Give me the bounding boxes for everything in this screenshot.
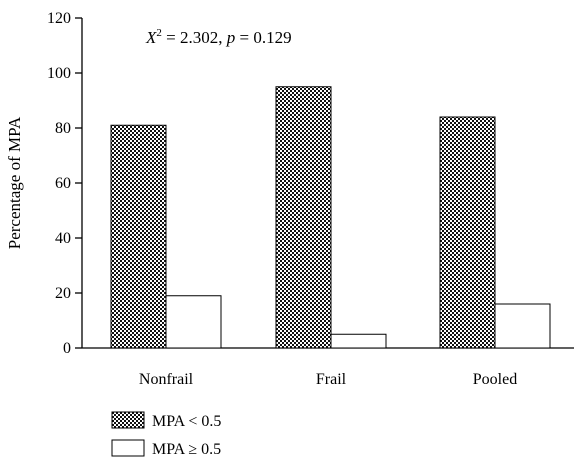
legend-item-mpa-ge-0.5: MPA ≥ 0.5 (111, 439, 221, 458)
y-tick-label: 20 (55, 285, 71, 302)
stat-annotation: X2 = 2.302, p = 0.129 (145, 27, 292, 47)
bar-pooled-series-2 (494, 303, 551, 349)
y-tick-label: 60 (55, 175, 71, 192)
y-axis-title: Percentage of MPA (5, 116, 24, 249)
x-tick-labels: Nonfrail Frail Pooled (139, 371, 517, 388)
y-tick-label: 80 (55, 120, 71, 137)
legend-label: MPA < 0.5 (152, 413, 221, 430)
y-tick-label: 40 (55, 230, 71, 247)
legend-swatch-white (111, 439, 145, 457)
legend-item-mpa-lt-0.5: MPA < 0.5 (111, 411, 221, 430)
x-tick-label: Pooled (473, 371, 517, 388)
legend-swatch-checkered (111, 411, 145, 429)
annotation-p-value: = 0.129 (235, 28, 291, 47)
y-tick-label: 120 (47, 10, 71, 27)
legend: MPA < 0.5 MPA ≥ 0.5 (111, 411, 221, 458)
annotation-stat: = 2.302, (162, 28, 227, 47)
legend-label: MPA ≥ 0.5 (152, 441, 221, 458)
bar-nonfrail-series-1 (110, 124, 167, 349)
y-tick-label: 0 (63, 340, 71, 357)
annotation-var: X (145, 28, 157, 47)
annotation-p-var: p (226, 28, 236, 47)
y-ticks: 0 20 40 60 80 100 120 (47, 10, 82, 357)
bars (110, 86, 551, 349)
bar-frail-series-2 (330, 333, 387, 349)
annotation-superscript: 2 (156, 27, 162, 39)
y-tick-label: 100 (47, 65, 71, 82)
bar-pooled-series-1 (439, 116, 496, 349)
bar-nonfrail-series-2 (165, 295, 222, 349)
bar-frail-series-1 (275, 86, 332, 349)
x-tick-label: Frail (316, 371, 347, 388)
x-tick-label: Nonfrail (139, 371, 194, 388)
